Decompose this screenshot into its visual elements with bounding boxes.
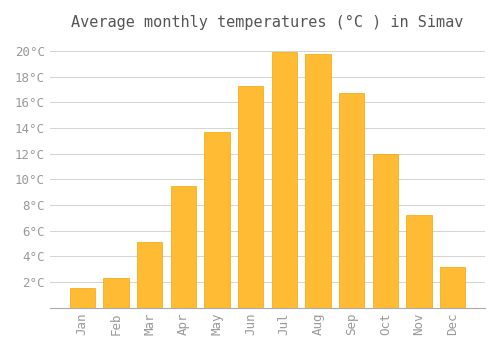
Bar xyxy=(372,154,398,308)
Title: Average monthly temperatures (°C ) in Simav: Average monthly temperatures (°C ) in Si… xyxy=(71,15,464,30)
Bar xyxy=(339,93,364,308)
Bar xyxy=(137,242,162,308)
Bar xyxy=(170,186,196,308)
Bar xyxy=(406,215,432,308)
Bar xyxy=(238,86,263,308)
Bar xyxy=(204,132,230,308)
Bar xyxy=(272,52,297,308)
Bar xyxy=(306,54,330,308)
Bar xyxy=(104,278,128,308)
Bar xyxy=(440,267,465,308)
Bar xyxy=(70,288,95,308)
